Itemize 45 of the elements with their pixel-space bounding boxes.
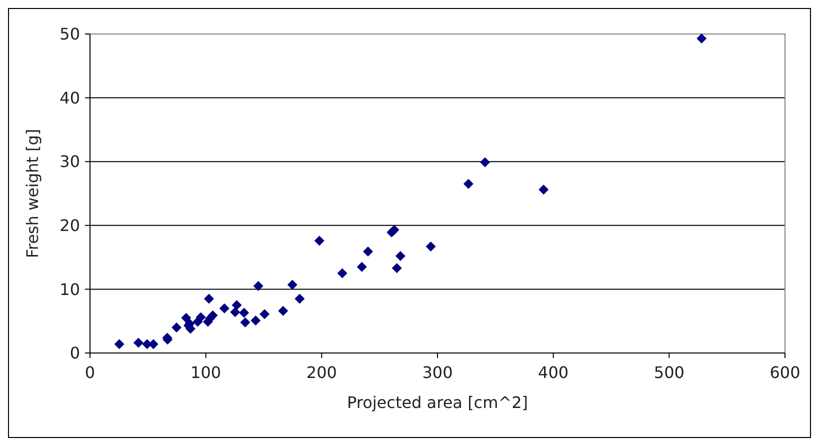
y-tick-label: 40 [60, 88, 80, 108]
point [696, 33, 707, 44]
point [260, 309, 270, 320]
point [392, 263, 402, 274]
x-tick-label: 600 [770, 363, 800, 382]
x-tick-label: 500 [654, 363, 684, 382]
point [463, 178, 474, 189]
x-tick-label: 200 [306, 363, 337, 382]
x-tick-label: 100 [190, 363, 222, 382]
point [337, 268, 348, 278]
point [181, 312, 192, 323]
point [395, 251, 406, 262]
point [363, 246, 373, 257]
point [538, 184, 549, 195]
x-tick-label: 0 [84, 363, 96, 382]
point [172, 322, 182, 332]
point [196, 312, 206, 322]
point [250, 315, 261, 326]
y-tick-label: 10 [60, 280, 80, 299]
point [426, 241, 436, 252]
point [314, 236, 324, 246]
y-tick-label: 20 [60, 216, 80, 235]
point [219, 303, 230, 314]
point [230, 307, 240, 318]
x-tick-label: 300 [422, 363, 453, 382]
point [278, 306, 288, 316]
point [239, 308, 250, 318]
x-tick-label: 400 [538, 363, 569, 382]
point [253, 281, 264, 292]
point [208, 310, 218, 320]
point [240, 317, 250, 328]
x-axis-title: Projected area [cm^2] [346, 393, 528, 412]
y-tick-label: 50 [60, 24, 80, 44]
y-axis-title: Fresh weight [g] [23, 128, 42, 258]
point [114, 339, 124, 350]
point [356, 262, 367, 272]
point [389, 224, 400, 235]
point [204, 294, 214, 304]
point [232, 300, 242, 310]
point [133, 338, 144, 348]
y-tick-label: 0 [70, 344, 80, 363]
point [480, 157, 490, 168]
point [287, 280, 298, 290]
point [294, 294, 305, 304]
y-tick-label: 30 [60, 152, 80, 172]
